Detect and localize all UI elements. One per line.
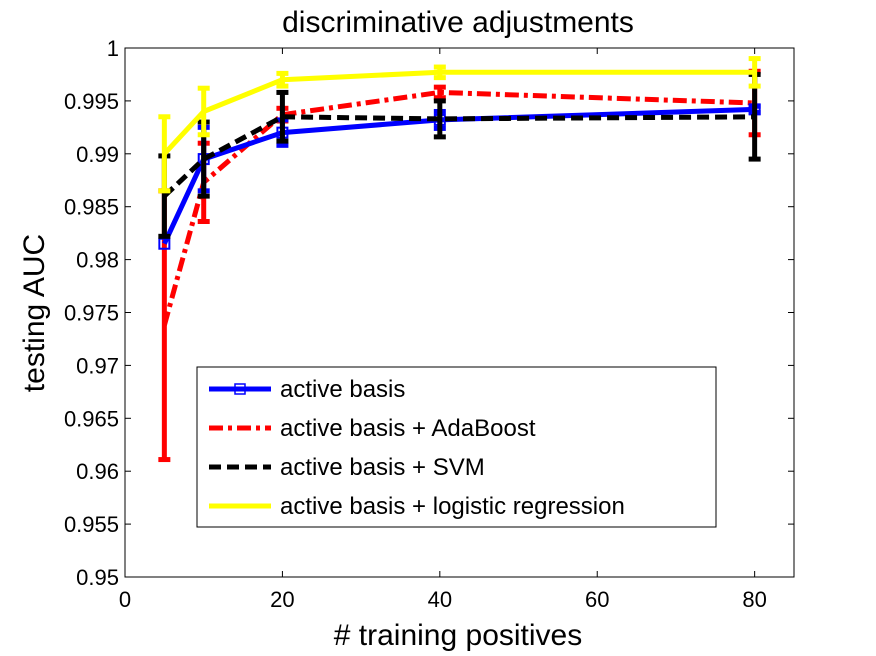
y-axis-label: testing AUC bbox=[18, 234, 51, 392]
x-tick-label: 20 bbox=[270, 587, 294, 612]
legend-box bbox=[196, 366, 717, 528]
y-tick-label: 0.95 bbox=[76, 565, 119, 590]
y-tick-label: 0.975 bbox=[64, 301, 119, 326]
x-tick-label: 40 bbox=[428, 587, 452, 612]
y-tick-label: 0.955 bbox=[64, 512, 119, 537]
y-tick-label: 0.965 bbox=[64, 406, 119, 431]
y-tick-label: 0.985 bbox=[64, 195, 119, 220]
series-line bbox=[162, 114, 755, 198]
x-tick-label: 0 bbox=[119, 587, 131, 612]
axis-ticks: 0 20 40 60 80 0.95 0.955 0.96 0.965 0.97 0.975 0.98… bbox=[64, 36, 794, 612]
x-axis-label: # training positives bbox=[334, 619, 582, 652]
y-tick-label: 0.98 bbox=[76, 248, 119, 273]
legend-marker bbox=[234, 383, 246, 395]
y-tick-label: 0.97 bbox=[76, 353, 119, 378]
legend-label: active basis + SVM bbox=[280, 454, 485, 481]
legend-label: active basis bbox=[280, 376, 405, 403]
legend: active basis active basis + AdaBoost activ… bbox=[196, 366, 717, 528]
series-line bbox=[161, 89, 755, 326]
series-3 bbox=[158, 56, 761, 194]
legend-label: active basis + AdaBoost bbox=[280, 415, 536, 442]
series-group bbox=[158, 56, 761, 463]
legend-label: active basis + logistic regression bbox=[280, 493, 625, 520]
y-tick-label: 0.99 bbox=[76, 142, 119, 167]
y-tick-label: 1 bbox=[107, 36, 119, 61]
x-tick-label: 80 bbox=[742, 587, 766, 612]
chart-title: discriminative adjustments bbox=[282, 6, 634, 39]
y-tick-label: 0.995 bbox=[64, 89, 119, 114]
x-tick-label: 60 bbox=[585, 587, 609, 612]
series-line bbox=[162, 69, 755, 156]
y-tick-label: 0.96 bbox=[76, 459, 119, 484]
